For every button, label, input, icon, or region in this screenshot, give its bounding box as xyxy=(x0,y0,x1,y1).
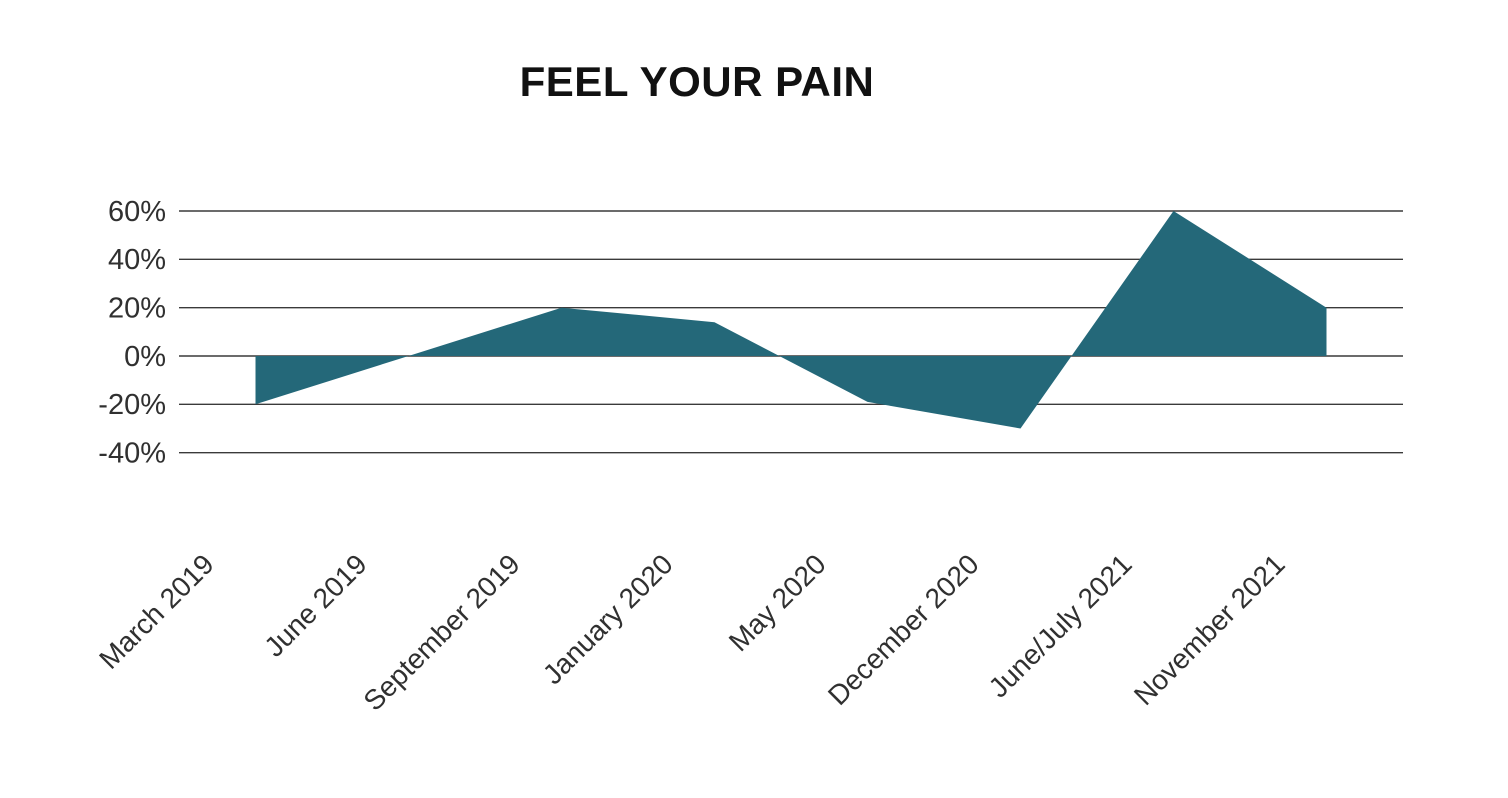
y-tick-label: 0% xyxy=(124,341,166,373)
y-tick-label: -20% xyxy=(98,389,166,421)
y-tick-label: 40% xyxy=(108,244,166,276)
y-tick-label: 20% xyxy=(108,293,166,325)
chart-title: FEEL YOUR PAIN xyxy=(519,58,875,105)
x-tick-label: May 2020 xyxy=(723,548,832,657)
x-tick-label: December 2020 xyxy=(822,548,985,711)
y-tick-label: 60% xyxy=(108,196,166,228)
x-tick-label: September 2019 xyxy=(357,548,525,716)
x-tick-label: March 2019 xyxy=(93,548,219,674)
x-tick-label: June/July 2021 xyxy=(983,548,1138,703)
x-tick-label: June 2019 xyxy=(258,548,372,662)
area-series xyxy=(255,211,1327,429)
x-tick-label: November 2021 xyxy=(1128,548,1291,711)
x-tick-label: January 2020 xyxy=(537,548,679,690)
y-tick-label: -40% xyxy=(98,438,166,470)
y-axis-labels: 60% 40% 20% 0% -20% -40% xyxy=(98,196,166,470)
